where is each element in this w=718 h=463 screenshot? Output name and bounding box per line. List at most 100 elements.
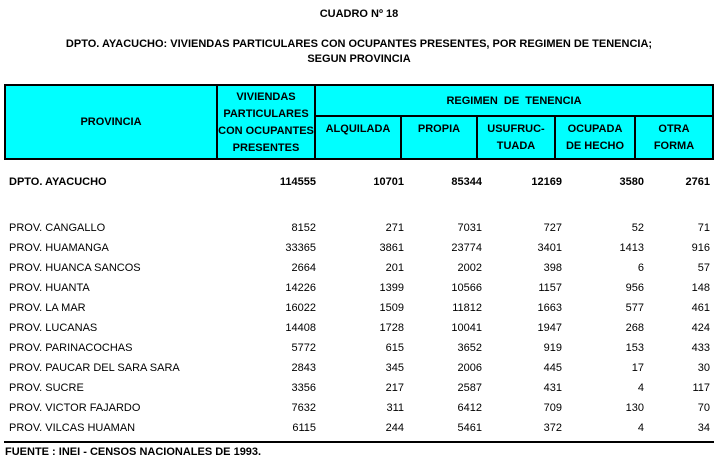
- value-cell-propia: 6412: [457, 402, 482, 414]
- value-cell-alquilada: 345: [385, 362, 404, 374]
- value-cell-usufructuada: 431: [543, 382, 562, 394]
- header-ocupada-de-hecho: OCUPADA DE HECHO: [556, 117, 636, 158]
- value-cell-alquilada: 201: [385, 262, 404, 274]
- value-cell-viviendas: 2664: [291, 262, 316, 274]
- province-cell: PROV. VICTOR FAJARDO: [9, 402, 141, 414]
- value-cell-alquilada: 1509: [379, 302, 404, 314]
- source-note: FUENTE : INEI - CENSOS NACIONALES DE 199…: [5, 446, 262, 458]
- value-cell-ocupada: 577: [625, 302, 644, 314]
- value-cell-otra: 117: [692, 382, 710, 394]
- value-cell-propia: 2587: [457, 382, 482, 394]
- table-row: PROV. HUANCA SANCOS 2664 201 2002 398 6 …: [4, 258, 714, 278]
- value-cell-ocupada: 130: [625, 402, 644, 414]
- province-cell: PROV. LUCANAS: [9, 322, 98, 334]
- table-body: DPTO. AYACUCHO 114555 10701 85344 12169 …: [4, 160, 714, 438]
- value-cell-usufructuada: 727: [543, 222, 562, 234]
- value-cell-viviendas: 16022: [285, 302, 316, 314]
- header-viviendas-line: PRESENTES: [232, 142, 300, 154]
- value-cell-usufructuada: 1947: [537, 322, 562, 334]
- value-cell-usufructuada: 398: [543, 262, 562, 274]
- value-cell-propia: 2006: [457, 362, 482, 374]
- table-row: PROV. LUCANAS 14408 1728 10041 1947 268 …: [4, 318, 714, 338]
- value-cell-viviendas: 6115: [292, 422, 316, 434]
- page-title: CUADRO Nº 18: [319, 8, 399, 20]
- header-otra-forma: OTRA FORMA: [636, 117, 712, 158]
- header-alquilada: ALQUILADA: [316, 117, 402, 158]
- table-bottom-rule: [4, 441, 714, 443]
- value-cell-alquilada: 615: [385, 342, 404, 354]
- value-cell-alquilada: 271: [385, 222, 404, 234]
- value-cell-ocupada: 6: [637, 262, 644, 274]
- table-row-total: DPTO. AYACUCHO 114555 10701 85344 12169 …: [4, 172, 714, 192]
- value-cell-usufructuada: 445: [543, 362, 562, 374]
- value-cell-otra: 57: [697, 262, 710, 274]
- value-cell-viviendas: 2843: [291, 362, 316, 374]
- value-cell-viviendas: 7632: [291, 402, 316, 414]
- value-cell-otra: 2761: [685, 176, 710, 188]
- table-row: PROV. VILCAS HUAMAN 6115 244 5461 372 4 …: [4, 418, 714, 438]
- header-alquilada-line1: ALQUILADA: [325, 123, 391, 135]
- value-cell-otra: 34: [697, 422, 710, 434]
- subtitle-line-1: DPTO. AYACUCHO: VIVIENDAS PARTICULARES C…: [65, 38, 653, 50]
- header-regimen-de-tenencia: REGIMEN DE TENENCIA: [316, 86, 712, 117]
- value-cell-alquilada: 217: [385, 382, 404, 394]
- value-cell-alquilada: 10701: [373, 176, 404, 188]
- province-cell: PROV. LA MAR: [9, 302, 86, 314]
- header-provincia: PROVINCIA: [6, 86, 218, 158]
- value-cell-ocupada: 1413: [619, 242, 644, 254]
- value-cell-viviendas: 3356: [291, 382, 316, 394]
- table-row: PROV. PAUCAR DEL SARA SARA 2843 345 2006…: [4, 358, 714, 378]
- header-otra-line1: OTRA: [658, 123, 690, 135]
- value-cell-usufructuada: 12169: [531, 176, 562, 188]
- value-cell-alquilada: 244: [385, 422, 404, 434]
- value-cell-alquilada: 1728: [379, 322, 404, 334]
- value-cell-ocupada: 956: [625, 282, 644, 294]
- header-propia-line1: PROPIA: [417, 123, 461, 135]
- value-cell-propia: 5461: [457, 422, 482, 434]
- table-row: PROV. CANGALLO 8152 271 7031 727 52 71: [4, 218, 714, 238]
- header-ocupada-line2: DE HECHO: [565, 140, 625, 152]
- value-cell-ocupada: 3580: [619, 176, 644, 188]
- value-cell-usufructuada: 1157: [538, 282, 562, 294]
- value-cell-propia: 23774: [451, 242, 482, 254]
- table-row: PROV. HUAMANGA 33365 3861 23774 3401 141…: [4, 238, 714, 258]
- value-cell-viviendas: 5772: [291, 342, 316, 354]
- value-cell-viviendas: 33365: [285, 242, 316, 254]
- header-usufructuada-line2: TUADA: [496, 140, 536, 152]
- value-cell-propia: 7031: [457, 222, 482, 234]
- value-cell-viviendas: 8152: [291, 222, 316, 234]
- value-cell-otra: 148: [691, 282, 710, 294]
- header-viviendas-line: VIVIENDAS: [236, 91, 296, 103]
- value-cell-otra: 424: [691, 322, 710, 334]
- value-cell-viviendas: 14408: [285, 322, 316, 334]
- value-cell-propia: 11812: [452, 302, 482, 314]
- province-cell: PROV. CANGALLO: [9, 222, 106, 234]
- province-cell: PROV. VILCAS HUAMAN: [9, 422, 136, 434]
- header-sub-row: ALQUILADA PROPIA USUFRUC- TUADA OCUPADA …: [316, 117, 712, 158]
- table-row: PROV. VICTOR FAJARDO 7632 311 6412 709 1…: [4, 398, 714, 418]
- value-cell-otra: 30: [697, 362, 710, 374]
- value-cell-ocupada: 4: [637, 422, 644, 434]
- value-cell-viviendas: 14226: [285, 282, 316, 294]
- value-cell-otra: 433: [691, 342, 710, 354]
- value-cell-viviendas: 114555: [279, 176, 316, 188]
- province-cell: PROV. PARINACOCHAS: [9, 342, 133, 354]
- header-ocupada-line1: OCUPADA: [567, 123, 623, 135]
- table-row: PROV. HUANTA 14226 1399 10566 1157 956 1…: [4, 278, 714, 298]
- province-cell: DPTO. AYACUCHO: [9, 176, 107, 188]
- header-regimen-block: REGIMEN DE TENENCIA ALQUILADA PROPIA USU…: [316, 86, 712, 158]
- value-cell-usufructuada: 709: [543, 402, 562, 414]
- table-row: PROV. SUCRE 3356 217 2587 431 4 117: [4, 378, 714, 398]
- value-cell-ocupada: 17: [631, 362, 644, 374]
- value-cell-alquilada: 3861: [379, 242, 404, 254]
- province-cell: PROV. HUANCA SANCOS: [9, 262, 141, 274]
- value-cell-ocupada: 4: [637, 382, 644, 394]
- header-viviendas-line: CON OCUPANTES: [218, 125, 314, 137]
- value-cell-ocupada: 52: [631, 222, 644, 234]
- header-usufructuada-line1: USUFRUC-: [487, 123, 545, 135]
- header-usufructuada: USUFRUC- TUADA: [478, 117, 556, 158]
- table-row: PROV. PARINACOCHAS 5772 615 3652 919 153…: [4, 338, 714, 358]
- value-cell-propia: 10041: [451, 322, 482, 334]
- province-cell: PROV. HUANTA: [9, 282, 90, 294]
